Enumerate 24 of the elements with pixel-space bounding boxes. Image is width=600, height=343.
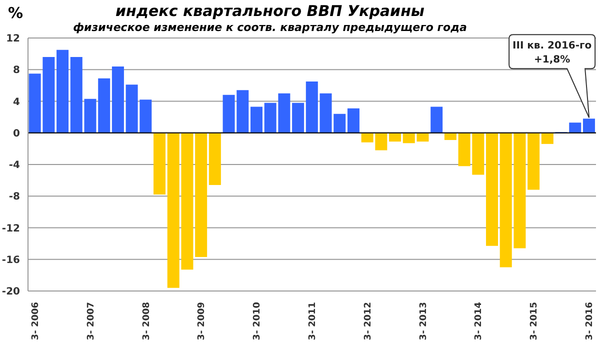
x-tick-label: 3- 2006 (30, 302, 41, 340)
x-tick-label: 3- 2012 (363, 302, 374, 340)
y-tick-label: -12 (2, 223, 20, 234)
y-tick-label: 4 (13, 96, 20, 108)
x-tick-label: 3- 2015 (530, 302, 540, 340)
y-tick-label: -16 (2, 254, 20, 266)
annotation: III кв. 2016-го +1,8% (512, 40, 592, 66)
x-tick-label: 3- 2016 (585, 302, 596, 340)
x-tick-label: 3- 2011 (308, 302, 318, 340)
x-tick-label: 3- 2008 (142, 302, 152, 340)
y-tick-label: 12 (6, 34, 20, 45)
x-tick-label: 3- 2009 (197, 302, 208, 340)
y-tick-label: 8 (13, 65, 20, 76)
y-tick-label: -4 (8, 160, 20, 172)
x-tick-label: 3- 2010 (252, 302, 263, 340)
y-axis-title: % (8, 4, 24, 22)
x-tick-label: 3- 2007 (86, 302, 96, 340)
y-tick-label: -20 (2, 286, 20, 298)
chart-title: индекс квартального ВВП Украины (114, 2, 426, 20)
chart-subtitle: физическое изменение к соотв. кварталу предыдущего года (72, 21, 468, 34)
y-tick-label: 0 (13, 128, 20, 140)
y-tick-label: -8 (8, 192, 20, 203)
x-tick-label: 3- 2013 (418, 302, 429, 340)
x-tick-label: 3- 2014 (474, 302, 484, 340)
